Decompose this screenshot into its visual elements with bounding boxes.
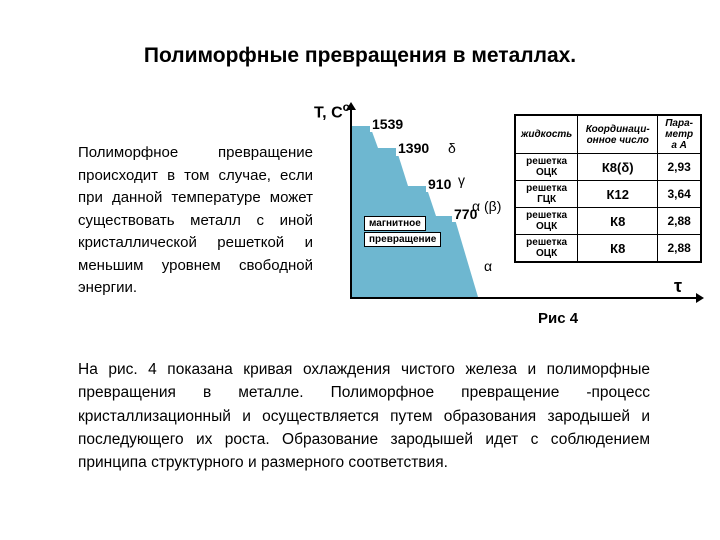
temp-1390: 1390: [396, 140, 431, 156]
temp-910: 910: [426, 176, 453, 192]
cooling-curve-figure: Т, Со τ 1539 1390 910 770 δ γ α (β) α ма…: [318, 98, 702, 326]
magnetic-label-1: магнитное: [364, 216, 426, 231]
phase-alpha-beta: α (β): [472, 198, 501, 214]
temp-1539: 1539: [370, 116, 405, 132]
intro-paragraph: Полиморфное превращение происходит в том…: [78, 142, 313, 300]
y-axis-label: Т, Со: [314, 100, 350, 122]
table-row: решеткаОЦК К8 2,88: [515, 235, 701, 263]
lattice-table: жидкость Координаци-онное число Пара-мет…: [514, 114, 702, 263]
table-header-param: Пара-метр а А: [658, 115, 701, 154]
table-row: решеткаОЦК К8 2,88: [515, 208, 701, 235]
x-axis-label: τ: [674, 276, 682, 297]
phase-gamma: γ: [458, 172, 465, 188]
page-title: Полиморфные превращения в металлах.: [0, 44, 720, 68]
figure-caption: Рис 4: [538, 310, 578, 327]
phase-alpha: α: [484, 258, 492, 274]
phase-delta: δ: [448, 140, 456, 156]
magnetic-label-2: превращение: [364, 232, 441, 247]
x-axis: [350, 297, 698, 299]
table-header-liquid: жидкость: [515, 115, 578, 154]
table-header-coord: Координаци-онное число: [578, 115, 658, 154]
table-row: решеткаГЦК К12 3,64: [515, 181, 701, 208]
body-paragraph: На рис. 4 показана кривая охлаждения чис…: [78, 358, 650, 474]
table-row: решеткаОЦК К8(δ) 2,93: [515, 154, 701, 181]
